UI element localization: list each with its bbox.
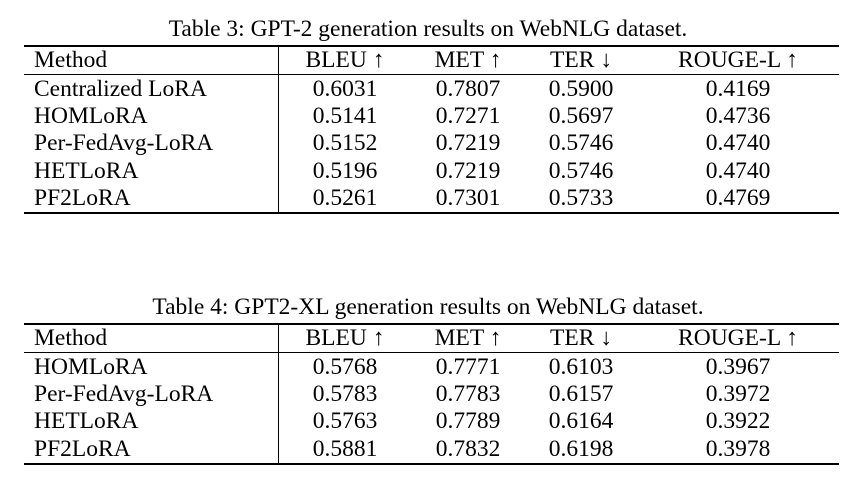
table-row: Per-FedAvg-LoRA 0.5152 0.7219 0.5746 0.4740	[24, 130, 839, 158]
bleu-cell: 0.5261	[278, 184, 411, 215]
header-bleu: BLEU ↑	[278, 323, 411, 354]
method-cell: Per-FedAvg-LoRA	[24, 130, 279, 158]
table-3: Method BLEU ↑ MET ↑ TER ↓ ROUGE-L ↑ Cent…	[24, 45, 839, 215]
table-row: HETLoRA 0.5763 0.7789 0.6164 0.3922	[24, 408, 839, 436]
ter-cell: 0.6164	[548, 408, 614, 435]
header-bleu: BLEU ↑	[278, 45, 411, 76]
header-rouge-l: ROUGE-L ↑	[637, 323, 839, 354]
method-cell: PF2LoRA	[24, 184, 279, 215]
method-cell: PF2LoRA	[24, 435, 279, 465]
header-met: MET ↑	[411, 45, 525, 76]
header-ter: TER ↓	[525, 45, 637, 76]
met-cell: 0.7301	[411, 184, 525, 215]
table-4-block: Table 4: GPT2-XL generation results on W…	[0, 292, 856, 465]
ter-cell: 0.5746	[548, 157, 614, 184]
table-row: HETLoRA 0.5196 0.7219 0.5746 0.4740	[24, 157, 839, 185]
bleu-cell: 0.6031	[312, 75, 378, 102]
ter-cell: 0.5697	[548, 102, 614, 129]
rouge-l-cell: 0.4769	[637, 184, 839, 215]
bleu-cell: 0.5152	[312, 130, 378, 157]
header-method: Method	[24, 323, 279, 354]
met-cell: 0.7219	[435, 157, 501, 184]
table-4: Method BLEU ↑ MET ↑ TER ↓ ROUGE-L ↑ HOML…	[24, 323, 839, 465]
rouge-l-cell: 0.3972	[705, 380, 771, 407]
table-3-caption: Table 3: GPT-2 generation results on Web…	[168, 16, 688, 42]
header-rouge-l: ROUGE-L ↑	[637, 45, 839, 76]
header-met: MET ↑	[411, 323, 525, 354]
ter-cell: 0.5746	[548, 130, 614, 157]
rouge-l-cell: 0.3967	[705, 353, 771, 380]
ter-cell: 0.5900	[548, 75, 614, 102]
table-4-header-row: Method BLEU ↑ MET ↑ TER ↓ ROUGE-L ↑	[24, 323, 839, 354]
met-cell: 0.7219	[435, 130, 501, 157]
met-cell: 0.7807	[435, 75, 501, 102]
met-cell: 0.7789	[435, 408, 501, 435]
bleu-cell: 0.5881	[278, 435, 411, 465]
table-row: HOMLoRA 0.5768 0.7771 0.6103 0.3967	[24, 352, 839, 381]
met-cell: 0.7832	[411, 435, 525, 465]
met-cell: 0.7783	[435, 380, 501, 407]
rouge-l-cell: 0.4736	[705, 102, 771, 129]
rouge-l-cell: 0.4169	[705, 75, 771, 102]
bleu-cell: 0.5141	[312, 102, 378, 129]
ter-cell: 0.6198	[525, 435, 637, 465]
rouge-l-cell: 0.3978	[637, 435, 839, 465]
table-row: HOMLoRA 0.5141 0.7271 0.5697 0.4736	[24, 102, 839, 131]
table-row: PF2LoRA 0.5881 0.7832 0.6198 0.3978	[24, 435, 839, 465]
header-ter: TER ↓	[525, 323, 637, 354]
table-row: PF2LoRA 0.5261 0.7301 0.5733 0.4769	[24, 184, 839, 215]
met-cell: 0.7771	[435, 353, 501, 380]
header-method: Method	[24, 45, 279, 76]
table-row: Centralized LoRA 0.6031 0.7807 0.5900 0.4169	[24, 74, 839, 103]
method-cell: HOMLoRA	[24, 352, 279, 381]
met-cell: 0.7271	[435, 102, 501, 129]
rouge-l-cell: 0.4740	[705, 157, 771, 184]
ter-cell: 0.6103	[548, 353, 614, 380]
table-3-block: Table 3: GPT-2 generation results on Web…	[0, 14, 856, 215]
table-3-header-row: Method BLEU ↑ MET ↑ TER ↓ ROUGE-L ↑	[24, 45, 839, 76]
table-row: Per-FedAvg-LoRA 0.5783 0.7783 0.6157 0.3972	[24, 380, 839, 409]
bleu-cell: 0.5763	[312, 408, 378, 435]
rouge-l-cell: 0.4740	[705, 130, 771, 157]
method-cell: HOMLoRA	[24, 102, 279, 131]
method-cell: HETLoRA	[24, 157, 279, 185]
rouge-l-cell: 0.3922	[705, 408, 771, 435]
ter-cell: 0.5733	[525, 184, 637, 215]
bleu-cell: 0.5196	[312, 157, 378, 184]
table-4-caption: Table 4: GPT2-XL generation results on W…	[152, 294, 704, 320]
ter-cell: 0.6157	[548, 380, 614, 407]
bleu-cell: 0.5783	[312, 380, 378, 407]
bleu-cell: 0.5768	[312, 353, 378, 380]
method-cell: Per-FedAvg-LoRA	[24, 380, 279, 409]
method-cell: Centralized LoRA	[24, 74, 279, 103]
method-cell: HETLoRA	[24, 408, 279, 436]
